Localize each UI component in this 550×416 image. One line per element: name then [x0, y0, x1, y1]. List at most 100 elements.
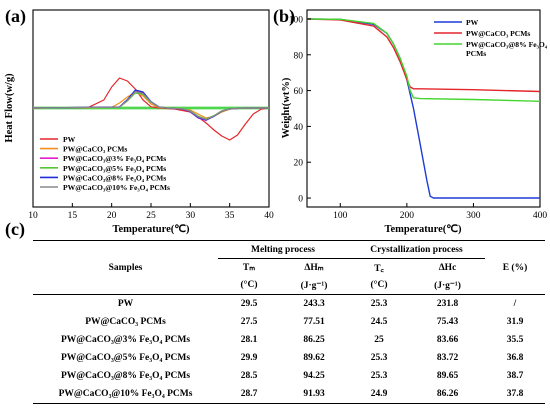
- table-cell: PW@CaCO₃@5% Fe₃O₄ PCMs: [60, 353, 191, 363]
- series-line-pw: [32, 77, 270, 141]
- table-cell: 29.5: [240, 299, 258, 309]
- table-cell: 25.3: [370, 299, 388, 309]
- legend-label: PW: [466, 18, 479, 27]
- series-line-pw-caco-8-fe-o-pcms: [32, 89, 269, 121]
- y-tick-label: 60: [294, 87, 304, 97]
- table-cell: 243.3: [303, 299, 325, 309]
- table-row: PW 29.5 243.3 25.3 231.8 /: [33, 295, 545, 314]
- table-cell: 35.5: [506, 335, 524, 345]
- col-header-tc: T꜀: [374, 264, 384, 274]
- panel-b-plot-frame: [306, 9, 541, 208]
- x-tick-label: 40: [264, 211, 274, 221]
- group-header-crystallization: Crystallization process: [348, 240, 485, 259]
- table-cell: 83.66: [436, 335, 459, 345]
- panel-c-label: (c): [5, 219, 25, 239]
- table-cell: 25.3: [370, 353, 388, 363]
- y-tick-label: 100: [289, 15, 304, 25]
- x-tick-label: 300: [466, 211, 481, 221]
- table-cell: 28.5: [240, 371, 258, 381]
- panel-b-label: (b): [273, 6, 295, 27]
- series-line-pw-caco-3-fe-o-pcms: [32, 90, 269, 122]
- table-cell: 31.9: [506, 317, 524, 327]
- panel-a-series-lines: [32, 77, 270, 141]
- x-tick-label: 100: [333, 211, 348, 221]
- legend-label: PW@CaCO₃@10% Fe₃O₄ PCMs: [63, 183, 170, 192]
- y-tick-label: 80: [294, 51, 304, 61]
- table-cell: 89.65: [436, 371, 459, 381]
- table-cell: 94.25: [303, 371, 325, 381]
- unit-header-hc: (J·g⁻¹): [410, 276, 485, 295]
- table-cell: 37.8: [485, 385, 545, 404]
- table-cell: PW@CaCO₃@10% Fe₃O₄ PCMs: [33, 385, 218, 404]
- legend-label: PW@CaCO₃ PCMs: [466, 29, 530, 38]
- table-cell: 38.7: [506, 371, 524, 381]
- table-row: PW@CaCO₃@8% Fe₃O₄ PCMs 28.5 94.25 25.3 8…: [33, 367, 545, 385]
- panel-b-xlabel: Temperature(℃): [384, 223, 462, 235]
- table-row: PW@CaCO₃@10% Fe₃O₄ PCMs 28.7 91.93 24.9 …: [33, 385, 545, 404]
- panel-a: (a) 10 15 20 25 30 35 40 Temperature(℃) Heat F…: [4, 6, 274, 235]
- y-tick-label: 40: [294, 123, 304, 133]
- panel-a-ylabel: Heat Flow(w/g): [4, 73, 15, 143]
- panel-a-label: (a): [5, 6, 26, 27]
- legend-label: PW@CaCO₃@8% Fe₃O₄ PCMs: [466, 40, 548, 58]
- table-cell: 27.5: [240, 317, 258, 327]
- x-tick-label: 200: [400, 211, 415, 221]
- col-header-tm: Tₘ: [242, 263, 256, 273]
- panel-b-legend: PW PW@CaCO₃ PCMs PW@CaCO₃@8% Fe₃O₄ PCMs: [434, 18, 548, 58]
- panel-b-series-lines: [306, 18, 541, 199]
- x-tick-label: 30: [186, 211, 196, 221]
- legend-label: PW@CaCO₃@8% Fe₃O₄ PCMs: [63, 173, 166, 182]
- table-cell: 75.43: [436, 317, 459, 327]
- panel-b: (b) 100 200 300 400 0 20 40 60 80 100 Temperatur…: [273, 6, 548, 235]
- legend-label: PW@CaCO₃@5% Fe₃O₄ PCMs: [63, 164, 166, 173]
- table-cell: 25: [374, 335, 384, 345]
- table-cell: 36.8: [506, 353, 524, 363]
- table-row: PW@CaCO₃@5% Fe₃O₄ PCMs 29.9 89.62 25.3 8…: [33, 349, 545, 367]
- table-cell: 231.8: [436, 299, 459, 309]
- x-tick-label: 15: [68, 211, 78, 221]
- panel-b-ylabel: Weight(wt%): [281, 77, 292, 138]
- legend-label: PW@CaCO₃@3% Fe₃O₄ PCMs: [63, 154, 166, 163]
- table-cell: 28.7: [218, 385, 280, 404]
- panel-b-x-ticks: 100 200 300 400: [333, 203, 547, 221]
- figure-panels-ab: (a) 10 15 20 25 30 35 40 Temperature(℃) Heat F…: [4, 6, 548, 235]
- table-cell: 77.51: [303, 317, 325, 327]
- table-cell: 83.72: [436, 353, 459, 363]
- table-cell: 86.26: [410, 385, 485, 404]
- table-cell: 24.9: [348, 385, 410, 404]
- table-cell: 89.62: [303, 353, 325, 363]
- table-cell: PW: [117, 299, 134, 309]
- table-cell: PW@CaCO₃ PCMs: [85, 317, 166, 327]
- col-header-e: E (%): [485, 240, 545, 295]
- panel-a-xlabel: Temperature(℃): [112, 223, 190, 235]
- series-line-pw-caco-8-fe-o-pcms: [306, 18, 541, 102]
- table-row: PW@CaCO₃@3% Fe₃O₄ PCMs 28.1 86.25 25 83.…: [33, 331, 545, 349]
- legend-label: PW@CaCO₃ PCMs: [63, 145, 127, 154]
- unit-header-tm: (°C): [218, 276, 280, 295]
- table-cell: 29.9: [240, 353, 258, 363]
- table-cell: PW@CaCO₃@8% Fe₃O₄ PCMs: [60, 371, 191, 381]
- series-line-pw-caco-pcms: [32, 91, 269, 119]
- properties-table: Samples Melting process Crystallization …: [33, 240, 545, 404]
- x-tick-label: 25: [146, 211, 156, 221]
- table-cell: 25.3: [370, 371, 388, 381]
- table-cell: /: [513, 299, 517, 309]
- col-header-hc: ΔHc: [438, 262, 457, 273]
- unit-header-tc: (°C): [348, 276, 410, 295]
- unit-header-hm: (J·g⁻¹): [280, 276, 348, 295]
- series-line-pw-caco-10-fe-o-pcms: [32, 90, 269, 121]
- x-tick-label: 10: [28, 211, 38, 221]
- y-tick-label: 0: [298, 195, 303, 205]
- table-cell: 91.93: [280, 385, 348, 404]
- x-tick-label: 35: [225, 211, 235, 221]
- table-cell: PW@CaCO₃@3% Fe₃O₄ PCMs: [60, 335, 191, 345]
- table-row: PW@CaCO₃ PCMs 27.5 77.51 24.5 75.43 31.9: [33, 313, 545, 331]
- panel-b-y-ticks: 0 20 40 60 80 100: [289, 15, 311, 205]
- col-header-samples: Samples: [33, 240, 218, 295]
- table-cell: 28.1: [240, 335, 258, 345]
- x-tick-label: 400: [533, 211, 548, 221]
- x-tick-label: 20: [107, 211, 117, 221]
- y-tick-label: 20: [294, 159, 304, 169]
- col-header-hm: ΔHₘ: [304, 263, 324, 273]
